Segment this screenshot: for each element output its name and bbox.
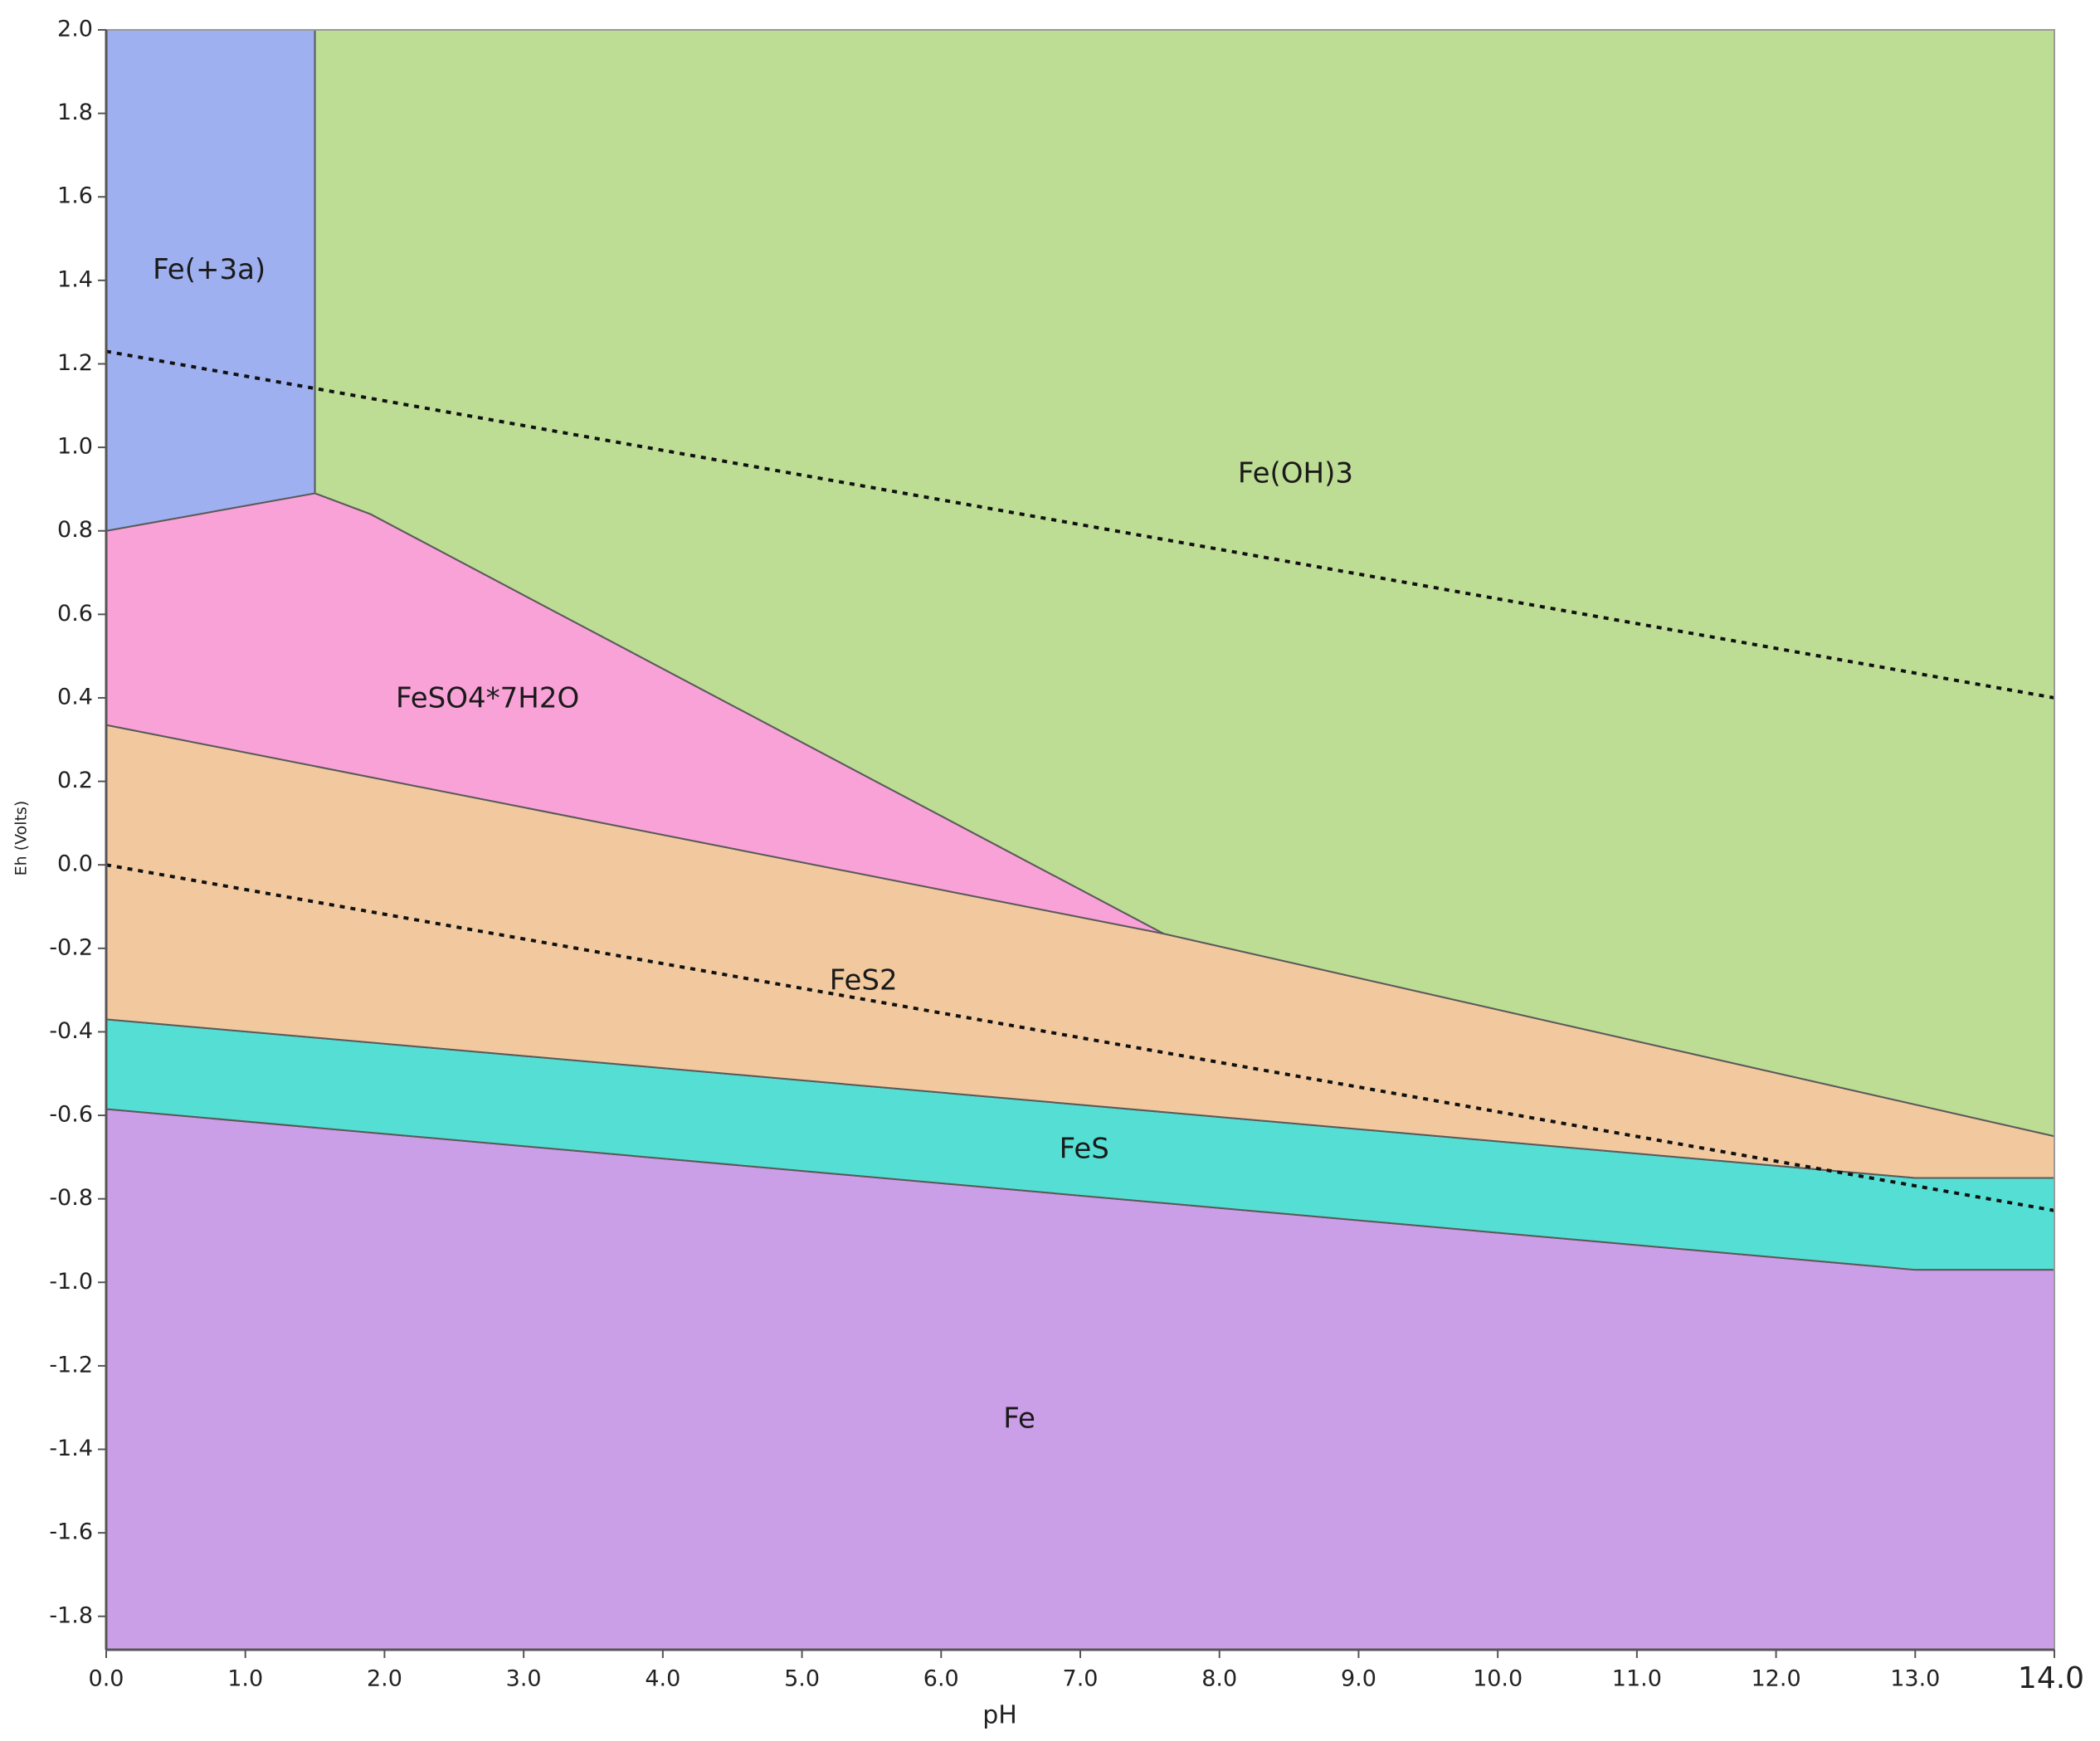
x-tick-label: 11.0	[1612, 1666, 1662, 1692]
x-tick-label: 3.0	[506, 1666, 542, 1692]
y-tick-label: -1.0	[49, 1269, 93, 1295]
x-tick-label: 9.0	[1341, 1666, 1376, 1692]
x-tick-label: 12.0	[1752, 1666, 1801, 1692]
axes: -1.8 -1.6 -1.4 -1.2 -1.0 -0.8 -0.6 -0.4 -0.2 0.0 0…	[49, 17, 2084, 1696]
x-tick-label: 4.0	[645, 1666, 680, 1692]
y-tick-label: 0.2	[57, 768, 93, 793]
labels: Fe FeS FeS2 FeSO4*7H2O Fe(+3a) Fe(OH)3	[153, 253, 1353, 1435]
y-tick-label: 0.4	[57, 684, 93, 710]
y-tick-label: -1.2	[49, 1352, 93, 1378]
x-tick-label: 7.0	[1063, 1666, 1099, 1692]
y-tick-label: -0.4	[49, 1018, 93, 1044]
region-label: Fe	[1003, 1402, 1035, 1435]
y-tick-label: 1.8	[57, 100, 93, 125]
x-tick-label: 5.0	[784, 1666, 820, 1692]
regions	[105, 29, 2055, 1651]
y-axis-title: Eh (Volts)	[12, 801, 31, 876]
y-tick-label: -1.6	[49, 1519, 93, 1545]
region-label: Fe(OH)3	[1238, 456, 1353, 490]
x-tick-label: 2.0	[367, 1666, 402, 1692]
y-tick-label: -1.4	[49, 1436, 93, 1461]
x-tick-label: 14.0	[2018, 1661, 2084, 1695]
x-tick-label: 8.0	[1201, 1666, 1237, 1692]
y-tick-label: 1.0	[57, 434, 93, 460]
region-label: Fe(+3a)	[153, 253, 266, 286]
y-tick-label: 0.8	[57, 517, 93, 543]
y-tick-label: 1.2	[57, 350, 93, 376]
region-label: FeS2	[830, 963, 898, 997]
y-tick-label: 2.0	[57, 17, 93, 42]
y-tick-label: 1.6	[57, 183, 93, 209]
region-label: FeS	[1060, 1132, 1109, 1165]
region-label: FeSO4*7H2O	[396, 682, 579, 715]
y-tick-label: 0.0	[57, 851, 93, 877]
x-tick-label: 13.0	[1890, 1666, 1940, 1692]
y-tick-label: 0.6	[57, 601, 93, 627]
y-tick-label: 1.4	[57, 266, 93, 292]
x-axis-title: pH	[982, 1701, 1017, 1730]
x-tick-label: 6.0	[923, 1666, 959, 1692]
y-tick-label: -0.6	[49, 1102, 93, 1128]
x-tick-label: 1.0	[227, 1666, 263, 1692]
y-tick-label: -0.2	[49, 934, 93, 960]
y-tick-label: -1.8	[49, 1602, 93, 1628]
x-tick-label: 10.0	[1473, 1666, 1523, 1692]
x-tick-label: 0.0	[89, 1666, 124, 1692]
y-tick-label: -0.8	[49, 1185, 93, 1211]
